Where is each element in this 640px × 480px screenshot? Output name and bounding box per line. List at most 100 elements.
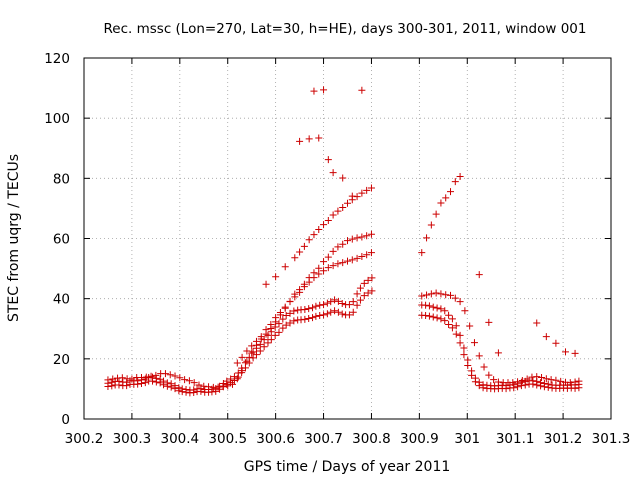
data-point <box>353 301 361 309</box>
data-point <box>241 359 249 367</box>
data-point <box>368 287 376 295</box>
data-point <box>552 339 560 347</box>
data-point <box>544 380 552 388</box>
data-point <box>243 357 251 365</box>
data-point <box>238 367 246 375</box>
data-point <box>466 322 474 330</box>
data-point <box>327 298 335 306</box>
data-point <box>452 330 460 338</box>
data-point <box>456 339 464 347</box>
x-tick-labels: 300.2 300.3 300.4 300.5 300.6 300.7 300.8 300.9… <box>65 431 631 447</box>
data-point <box>448 315 456 323</box>
data-point <box>368 274 376 282</box>
y-tick-label: 40 <box>53 292 70 308</box>
data-point <box>456 331 464 339</box>
x-tick-label: 300.3 <box>113 431 152 447</box>
data-point <box>300 242 308 250</box>
data-point <box>353 234 361 242</box>
data-point <box>561 348 569 356</box>
axis-ticks <box>83 57 612 420</box>
data-point <box>320 258 328 266</box>
data-point <box>305 315 313 323</box>
data-point <box>233 375 241 383</box>
data-point <box>329 211 337 219</box>
data-point <box>344 199 351 207</box>
data-point <box>432 210 440 218</box>
data-point <box>149 373 157 381</box>
data-point <box>464 356 472 364</box>
data-point <box>339 259 347 267</box>
data-point <box>422 312 430 320</box>
data-point <box>160 377 168 385</box>
data-point <box>451 294 459 302</box>
data-point <box>540 380 548 388</box>
data-point <box>296 248 304 256</box>
data-point <box>571 349 579 357</box>
y-tick-label: 100 <box>44 111 70 127</box>
data-point <box>272 273 280 281</box>
data-point <box>460 351 468 359</box>
data-point <box>547 376 555 384</box>
data-point <box>349 298 357 306</box>
data-point <box>214 383 222 391</box>
data-point <box>437 290 445 298</box>
data-point <box>264 331 272 339</box>
data-point <box>451 178 459 186</box>
data-point <box>161 370 169 378</box>
data-point <box>309 314 317 322</box>
data-point <box>223 377 231 385</box>
data-point <box>286 319 294 327</box>
x-tick-label: 300.9 <box>400 431 439 447</box>
data-point <box>104 376 112 384</box>
data-point <box>301 305 309 313</box>
data-point <box>282 321 290 329</box>
data-point <box>300 283 308 291</box>
data-point <box>185 377 193 385</box>
data-point <box>320 301 328 309</box>
data-point <box>448 324 456 332</box>
data-point <box>575 377 583 385</box>
data-point <box>323 310 331 318</box>
data-point <box>329 262 337 270</box>
data-point <box>523 375 531 383</box>
data-point <box>296 137 304 145</box>
data-point <box>437 199 445 207</box>
data-point <box>518 376 526 384</box>
data-point <box>334 308 342 316</box>
data-point <box>256 347 264 355</box>
data-point <box>275 328 283 336</box>
data-point <box>305 278 313 286</box>
data-point <box>334 297 342 305</box>
data-point <box>275 320 283 328</box>
chart-title: Rec. mssc (Lon=270, Lat=30, h=HE), days … <box>104 21 587 37</box>
data-point <box>363 186 371 194</box>
data-point <box>339 204 347 212</box>
data-point <box>309 304 317 312</box>
data-point <box>109 375 117 383</box>
data-point <box>514 378 522 386</box>
data-point <box>224 382 232 390</box>
data-point <box>557 377 565 385</box>
data-point <box>205 383 213 391</box>
data-point <box>305 135 313 143</box>
data-point <box>147 372 155 380</box>
data-point <box>437 305 445 313</box>
data-point <box>509 379 517 387</box>
data-point <box>367 249 375 257</box>
data-point <box>267 321 275 329</box>
data-points <box>104 86 583 397</box>
data-point <box>348 235 356 243</box>
data-point <box>305 305 313 313</box>
data-point <box>320 221 328 229</box>
data-point <box>485 371 493 379</box>
data-point <box>256 340 264 348</box>
data-point <box>468 367 476 375</box>
data-point <box>182 386 190 394</box>
data-point <box>334 243 342 251</box>
data-point <box>445 311 453 319</box>
data-point <box>152 371 160 379</box>
data-point <box>324 216 332 224</box>
data-point <box>456 298 464 306</box>
data-point <box>176 374 184 382</box>
